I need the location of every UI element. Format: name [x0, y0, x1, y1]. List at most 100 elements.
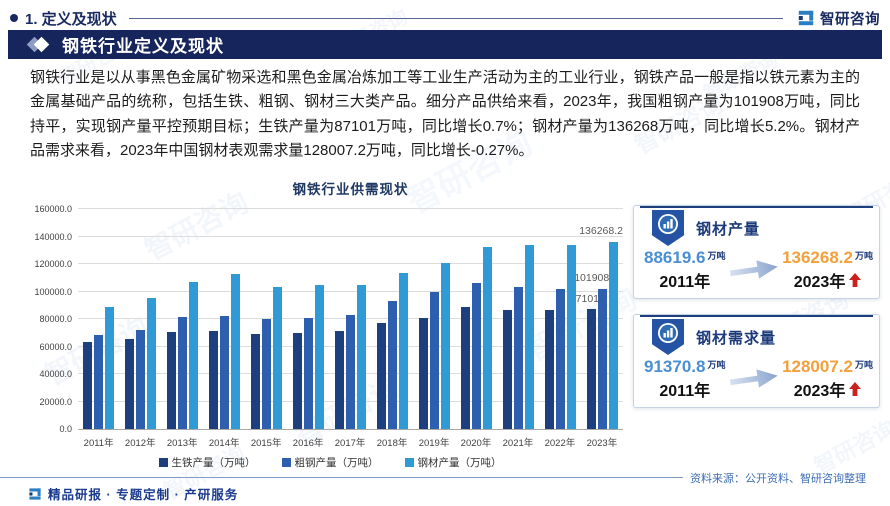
bar-group-2013年: [167, 209, 199, 429]
x-tick-label: 2023年: [586, 438, 618, 449]
start-year: 2011年: [659, 383, 711, 400]
page-footer: 精品研报 · 专题定制 · 产研服务: [28, 484, 238, 503]
bar: [231, 274, 241, 429]
y-tick-label: 20000.0: [39, 396, 72, 407]
bar: [566, 244, 576, 429]
y-axis-labels: 0.0 20000.0 40000.0 60000.0 80000.0 100000.0 1…: [30, 204, 72, 434]
bar: [147, 297, 157, 429]
bar-group-2016年: [293, 209, 325, 429]
start-stat: 91370.8 万吨 2011年: [644, 357, 725, 401]
bar: [482, 246, 492, 429]
title-banner: 钢铁行业定义及现状: [8, 30, 882, 59]
x-tick-label: 2017年: [334, 438, 366, 449]
y-tick-label: 0.0: [59, 424, 72, 434]
bar-group-2022年: [544, 209, 576, 429]
card-accent-line: [640, 315, 873, 317]
y-tick-label: 80000.0: [39, 314, 72, 324]
bar: [544, 310, 554, 429]
end-unit: 万吨: [854, 360, 873, 370]
x-tick-label: 2014年: [208, 438, 240, 449]
bar-group-2017年: [334, 209, 366, 429]
bar: [293, 332, 303, 429]
end-unit: 万吨: [854, 251, 873, 261]
data-label-crude-2023: 101908.1: [574, 272, 618, 284]
supply-demand-chart: 钢铁行业供需现状 0.0 20000.0 40000.0 60000.0 80000.0…: [30, 176, 630, 470]
stat-card-steel-demand: 钢材需求量 91370.8 万吨 2011年 128007.2 万吨 2023年: [633, 314, 880, 408]
legend-item: 钢材产量（万吨）: [404, 455, 502, 470]
legend-item: 生铁产量（万吨）: [158, 455, 256, 470]
zhiyan-logo-icon: [798, 10, 814, 26]
bar: [178, 317, 188, 429]
y-tick-label: 160000.0: [34, 204, 72, 214]
bar-group-2011年: [83, 209, 115, 429]
bar-area: [78, 209, 623, 429]
bar: [136, 329, 146, 429]
y-tick-label: 140000.0: [34, 231, 72, 242]
chart-plot: 136268.2 101908.1 87101: [78, 208, 623, 430]
chart-legend: 生铁产量（万吨） 粗钢产量（万吨） 钢材产量（万吨）: [30, 455, 630, 470]
bar: [513, 286, 523, 429]
card-title: 钢材产量: [696, 221, 761, 238]
brand-name: 智研咨询: [820, 11, 880, 28]
bar-group-2014年: [209, 209, 241, 429]
bar: [262, 318, 272, 429]
bar-group-2021年: [502, 209, 534, 429]
bar: [273, 286, 283, 429]
right-arrow-icon: [729, 369, 778, 388]
bar: [586, 309, 596, 429]
bar-group-2020年: [460, 209, 492, 429]
trend-up-icon: [849, 273, 862, 287]
bar-group-2015年: [251, 209, 283, 429]
page-header: 1. 定义及现状 智研咨询: [10, 7, 880, 29]
bar: [334, 331, 344, 429]
legend-swatch-icon: [158, 458, 168, 467]
x-tick-label: 2018年: [376, 438, 408, 449]
bar: [597, 288, 607, 429]
legend-swatch-icon: [404, 458, 414, 467]
start-unit: 万吨: [707, 251, 726, 261]
gridline: [78, 290, 623, 292]
x-axis-labels: 2011年 2012年 2013年 2014年 2015年 2016年 2017年 2018年…: [78, 435, 623, 449]
stat-card-steel-output: 钢材产量 88619.6 万吨 2011年 136268.2 万吨 2023年: [633, 205, 880, 299]
start-unit: 万吨: [707, 360, 726, 370]
bar: [398, 273, 408, 429]
y-tick-label: 100000.0: [34, 286, 72, 297]
legend-item: 粗钢产量（万吨）: [281, 455, 379, 470]
x-tick-label: 2020年: [460, 438, 492, 449]
legend-label: 生铁产量（万吨）: [171, 457, 256, 469]
x-tick-label: 2013年: [166, 438, 198, 449]
card-title: 钢材需求量: [696, 330, 777, 347]
bar: [387, 301, 397, 429]
bullet-dot-icon: [10, 14, 18, 22]
x-tick-label: 2016年: [292, 438, 324, 449]
bar-group-2018年: [376, 209, 408, 429]
bar: [429, 292, 439, 429]
bar: [189, 282, 199, 429]
section-label: 1. 定义及现状: [25, 10, 117, 28]
bar: [471, 282, 481, 429]
bar: [418, 317, 428, 429]
footer-tagline: 精品研报 · 专题定制 · 产研服务: [48, 488, 239, 502]
bar: [524, 245, 534, 429]
gridline: [78, 263, 623, 264]
start-year: 2011年: [659, 274, 711, 291]
end-stat: 128007.2 万吨 2023年: [782, 357, 873, 401]
end-year: 2023年: [793, 274, 846, 291]
legend-swatch-icon: [281, 458, 291, 467]
y-tick-label: 120000.0: [34, 259, 72, 269]
bar: [440, 263, 450, 429]
x-tick-label: 2021年: [502, 438, 534, 449]
data-label-pig-2023: 87101: [569, 293, 599, 305]
gridline: [78, 235, 623, 237]
x-tick-label: 2019年: [418, 438, 450, 449]
bar: [105, 307, 115, 429]
diamond-icon: [26, 36, 54, 53]
gridline: [78, 208, 623, 209]
header-divider: [128, 17, 783, 19]
bar: [608, 241, 618, 429]
chart-badge-icon: [652, 319, 684, 355]
right-arrow-icon: [729, 260, 778, 279]
bar-group-2019年: [418, 209, 450, 429]
bar: [83, 342, 93, 429]
x-tick-label: 2012年: [124, 438, 156, 449]
